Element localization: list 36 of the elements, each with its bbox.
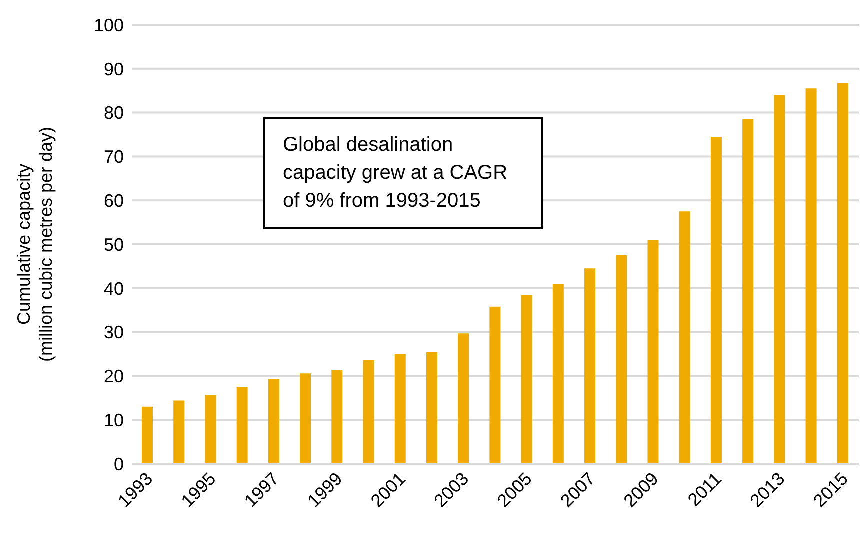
bar <box>774 95 786 464</box>
bar <box>236 387 248 464</box>
bar <box>710 136 722 464</box>
bar <box>490 306 501 464</box>
bar <box>458 334 470 464</box>
y-tick-label: 70 <box>104 147 124 168</box>
y-tick-label: 50 <box>104 234 124 255</box>
bar <box>268 379 280 464</box>
y-tick-label: 10 <box>104 410 124 430</box>
bar <box>616 255 628 464</box>
y-axis-title: Cumulative capacity (million cubic metres per day) <box>14 126 56 362</box>
bar <box>142 406 153 464</box>
bar <box>394 354 406 464</box>
y-tick-label: 40 <box>104 278 124 299</box>
bar <box>426 352 438 464</box>
y-tick-label: 0 <box>114 454 124 474</box>
bar <box>332 370 343 464</box>
bar <box>552 284 564 464</box>
y-tick-label: 20 <box>104 366 124 387</box>
y-tick-label: 90 <box>104 59 124 80</box>
bar <box>742 119 754 464</box>
bar <box>363 360 374 464</box>
bar <box>648 240 659 464</box>
bar <box>205 395 216 464</box>
y-tick-label: 80 <box>104 103 124 124</box>
bar <box>174 400 185 464</box>
bar <box>584 268 596 464</box>
bar <box>300 374 312 464</box>
bar <box>679 212 690 464</box>
bar <box>806 88 817 464</box>
bar <box>837 82 848 464</box>
y-tick-label: 30 <box>104 322 124 343</box>
annotation: Global desalination capacity grew at a CAGR of 9% from 1993-2015 <box>263 117 543 229</box>
y-tick-label: 60 <box>104 190 124 211</box>
bar <box>521 295 532 464</box>
y-tick-label: 100 <box>94 15 124 36</box>
